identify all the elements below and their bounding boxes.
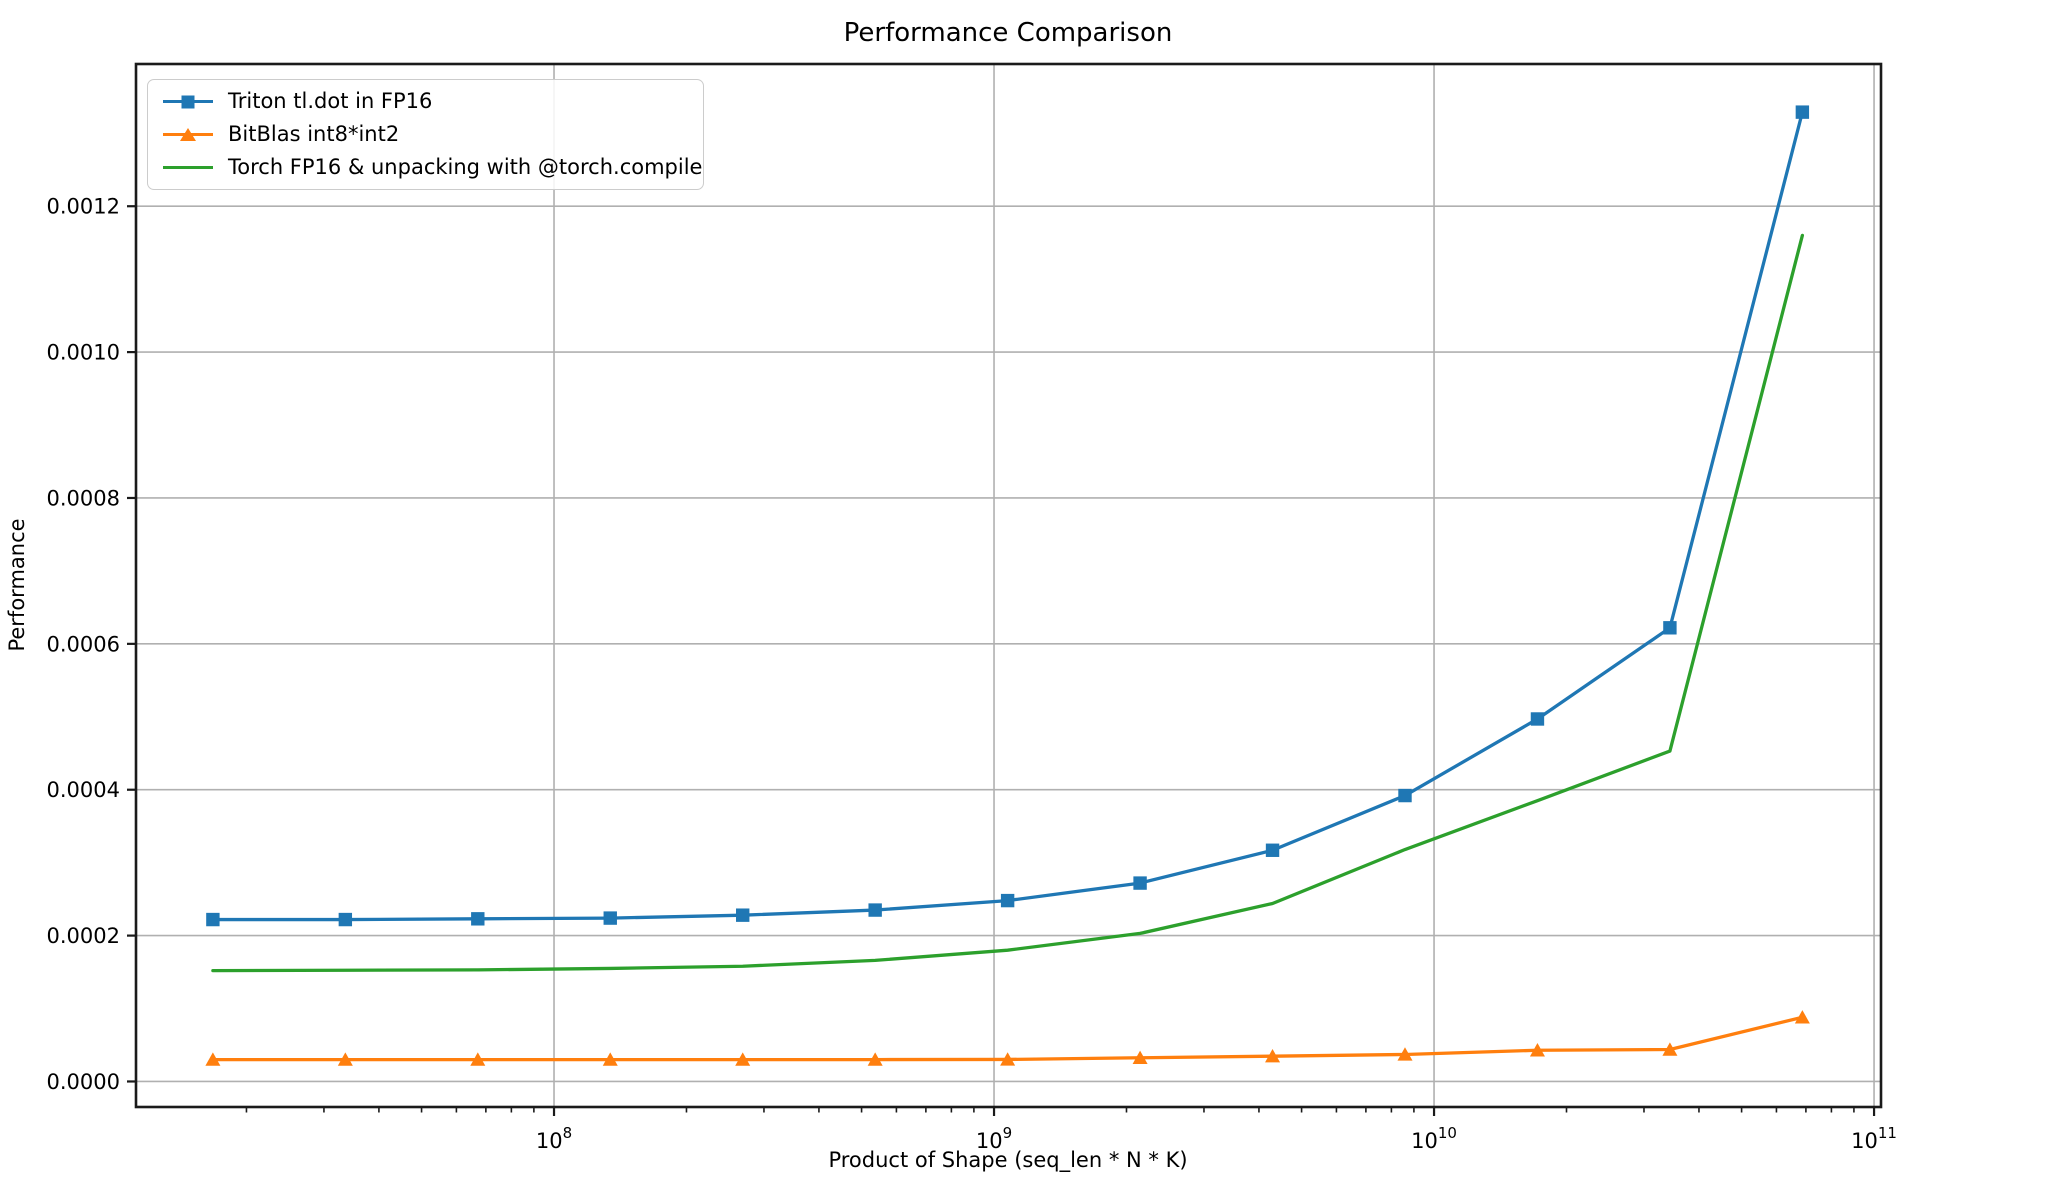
legend-line-icon — [163, 157, 213, 179]
x-tick-label: 108 — [536, 1124, 572, 1153]
data-point-square — [603, 911, 617, 925]
data-point-square — [1398, 788, 1412, 803]
data-point-triangle — [867, 1052, 883, 1066]
data-point-square — [1663, 621, 1677, 635]
legend: Triton tl.dot in FP16 BitBlas int8*int2 … — [147, 79, 704, 190]
y-tick-label: 0.0012 — [47, 195, 120, 219]
data-point-square — [1133, 876, 1147, 890]
series-line — [211, 110, 1805, 922]
tick-layer: 0.0000 0.0002 0.0004 0.0006 0.0008 0.0010 0.00… — [47, 195, 1897, 1153]
y-tick-label: 0.0008 — [47, 486, 120, 510]
data-point-triangle — [1662, 1042, 1678, 1056]
data-point-triangle — [1000, 1052, 1016, 1066]
data-point-square — [868, 903, 882, 917]
grid-layer — [136, 64, 1881, 1107]
data-point-triangle — [1132, 1050, 1148, 1064]
data-point-triangle — [205, 1052, 221, 1066]
x-axis-label: Product of Shape (seq_len * N * K) — [828, 1148, 1187, 1173]
x-tick-label: 109 — [976, 1124, 1012, 1153]
data-point-square — [1265, 843, 1280, 857]
data-point-triangle — [337, 1052, 353, 1066]
y-tick-label: 0.0000 — [47, 1070, 120, 1094]
x-tick-label: 1011 — [1851, 1124, 1897, 1153]
legend-item-torch: Torch FP16 & unpacking with @torch.compi… — [163, 151, 703, 184]
data-point-square — [1000, 893, 1015, 908]
data-point-square — [206, 912, 220, 927]
legend-line-square-icon — [163, 91, 213, 113]
data-point-triangle — [1265, 1048, 1281, 1063]
data-point-square — [1530, 712, 1545, 726]
data-point-square — [736, 908, 750, 922]
legend-label: Triton tl.dot in FP16 — [228, 89, 433, 113]
data-point-square — [1795, 105, 1810, 119]
data-point-square — [338, 912, 353, 927]
data-point-triangle — [470, 1052, 486, 1066]
data-point-square — [471, 912, 485, 926]
data-point-triangle — [1794, 1010, 1810, 1024]
series-line — [211, 233, 1805, 973]
y-tick-label: 0.0006 — [47, 632, 120, 656]
legend-item-triton: Triton tl.dot in FP16 — [163, 85, 703, 118]
y-axis-label: Performance — [5, 518, 29, 651]
plot-border — [134, 62, 1883, 1109]
y-tick-label: 0.0002 — [47, 924, 120, 948]
x-tick-label: 1010 — [1411, 1124, 1457, 1153]
data-point-triangle — [735, 1052, 751, 1066]
y-tick-label: 0.0010 — [47, 341, 120, 365]
legend-label: BitBlas int8*int2 — [228, 122, 400, 146]
chart-title: Performance Comparison — [844, 18, 1173, 48]
legend-line-triangle-icon — [163, 124, 213, 146]
legend-item-bitblas: BitBlas int8*int2 — [163, 118, 703, 151]
data-point-triangle — [602, 1052, 618, 1066]
legend-label: Torch FP16 & unpacking with @torch.compi… — [228, 155, 703, 179]
data-point-triangle — [1397, 1047, 1413, 1061]
y-tick-label: 0.0004 — [47, 778, 120, 802]
series-layer — [205, 105, 1810, 1066]
data-point-triangle — [1529, 1043, 1545, 1057]
